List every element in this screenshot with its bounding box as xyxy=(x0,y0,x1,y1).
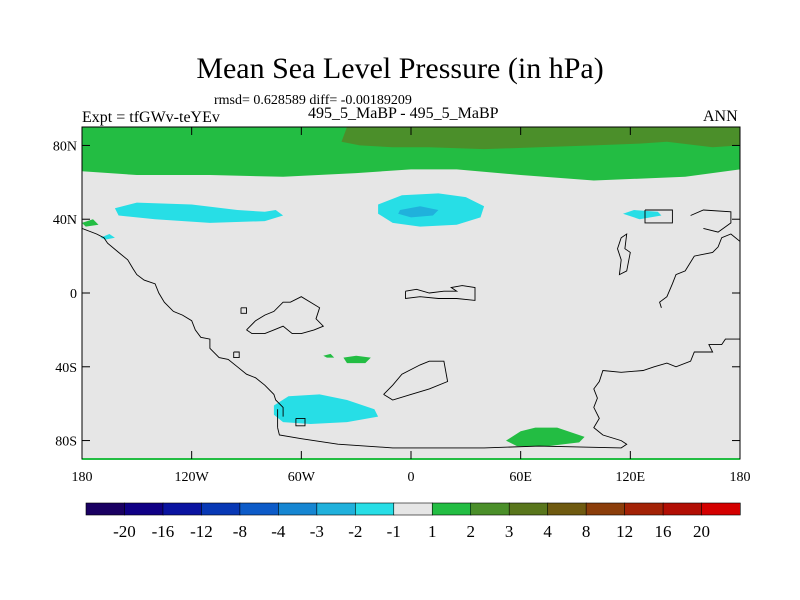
colorbar-box xyxy=(624,502,664,516)
x-tick-label: 180 xyxy=(72,470,93,485)
region-south-atlantic-high xyxy=(343,355,371,364)
coastline-asia-coast xyxy=(659,233,740,308)
colorbar-label: 1 xyxy=(428,522,437,541)
y-tick-label: 40N xyxy=(53,213,77,228)
colorbar-box xyxy=(431,502,472,516)
colorbar: -20 -16 -12 -8 -4 -3 -2 -1 1 2 3 4 8 12 16 20 xyxy=(85,502,741,541)
colorbar-box xyxy=(701,502,741,516)
x-axis-ticks: 180 120W 60W 0 60E 120E 180 xyxy=(72,127,751,485)
colorbar-label: -20 xyxy=(113,522,136,541)
x-tick-label: 180 xyxy=(730,470,751,485)
x-tick-label: 60W xyxy=(288,470,316,485)
y-axis-ticks: 80N 40N 0 40S 80S xyxy=(53,139,740,450)
experiment-label: Expt = tfGWv-teYEv xyxy=(82,109,220,126)
colorbar-box xyxy=(316,502,356,516)
coastline-americas xyxy=(82,227,284,417)
colorbar-box xyxy=(124,502,164,516)
colorbar-box xyxy=(85,502,126,516)
colorbar-box xyxy=(278,502,318,516)
x-tick-label: 120W xyxy=(175,470,210,485)
colorbar-label: 12 xyxy=(616,522,633,541)
coastline-africa xyxy=(405,285,476,301)
colorbar-label: 16 xyxy=(655,522,672,541)
colorbar-box xyxy=(470,502,510,516)
colorbar-label: -12 xyxy=(190,522,213,541)
colorbar-label: 20 xyxy=(693,522,710,541)
region-north-atlantic-core xyxy=(398,206,439,218)
region-pacific-high-dot xyxy=(82,219,99,227)
x-tick-label: 60E xyxy=(509,470,532,485)
coastline-small-box-2 xyxy=(295,417,306,427)
chart-title: Mean Sea Level Pressure (in hPa) xyxy=(196,52,604,85)
contour-regions xyxy=(82,127,740,447)
y-tick-label: 40S xyxy=(55,361,77,376)
colorbar-box xyxy=(162,502,203,516)
colorbar-label: 4 xyxy=(543,522,552,541)
colorbar-label: -16 xyxy=(152,522,175,541)
colorbar-box xyxy=(201,502,241,516)
region-north-pacific-low xyxy=(114,202,284,223)
coastline-small-box-1 xyxy=(240,307,247,314)
colorbar-label: 8 xyxy=(582,522,591,541)
coastline-indian-island xyxy=(383,360,449,401)
colorbar-box xyxy=(393,502,433,516)
colorbar-box xyxy=(585,502,626,516)
colorbar-label: -1 xyxy=(387,522,401,541)
colorbar-label: -4 xyxy=(271,522,286,541)
y-tick-label: 0 xyxy=(70,287,77,302)
x-tick-label: 0 xyxy=(408,470,415,485)
region-indian-ocean-high xyxy=(506,427,585,447)
y-tick-label: 80S xyxy=(55,435,77,450)
colorbar-label: -3 xyxy=(310,522,324,541)
season-label: ANN xyxy=(703,108,738,125)
x-tick-label: 120E xyxy=(616,470,646,485)
colorbar-box xyxy=(662,502,703,516)
colorbar-box xyxy=(547,502,587,516)
coastline-ne-box xyxy=(644,209,673,224)
colorbar-box xyxy=(354,502,395,516)
colorbar-label: -8 xyxy=(233,522,247,541)
plot-background xyxy=(82,127,740,459)
region-arctic-high xyxy=(341,127,740,150)
colorbar-box xyxy=(239,502,279,516)
coastline-south-america-north xyxy=(246,296,325,335)
colorbar-label: -2 xyxy=(348,522,362,541)
coastline-asia-inlet xyxy=(617,233,631,276)
region-south-atlantic-high-dot xyxy=(323,353,335,358)
coastline-northeast-small xyxy=(690,209,732,233)
coastline-east-landmass xyxy=(277,338,740,449)
colorbar-label: 2 xyxy=(466,522,475,541)
y-tick-label: 80N xyxy=(53,139,77,154)
colorbar-label: 3 xyxy=(505,522,514,541)
stats-line: rmsd= 0.628589 diff= -0.00189209 xyxy=(214,93,412,108)
colorbar-box xyxy=(508,502,549,516)
region-asia-low xyxy=(623,210,662,220)
coastline-small-box-3 xyxy=(233,351,240,359)
coastlines xyxy=(82,209,740,449)
region-southern-ocean-low xyxy=(273,394,379,424)
cases-label: 495_5_MaBP - 495_5_MaBP xyxy=(308,105,499,122)
